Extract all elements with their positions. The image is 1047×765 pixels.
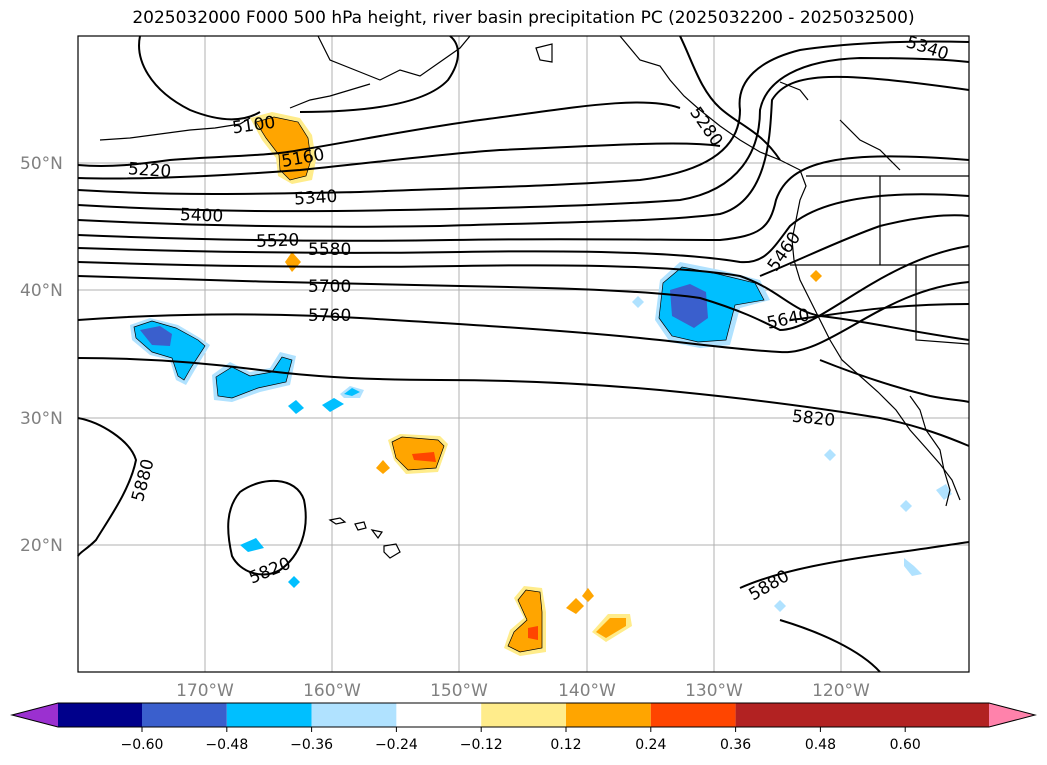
lon-label: 140°W [558,681,616,701]
colorbar-segment [396,703,482,727]
lon-axis-labels: 170°W 160°W 150°W 140°W 130°W 120°W [176,681,870,701]
contour-5280 [679,35,781,161]
colorbar-segment [735,703,989,727]
contour-5820 [77,357,970,447]
colorbar: −0.60 −0.48 −0.36 −0.24 −0.12 0.12 0.24 0.36 0.4… [10,702,1037,753]
contour-5220 [77,142,721,180]
precip-area-south-pacific [582,588,594,602]
lat-label: 50°N [20,154,63,174]
precip-area-central-pacific [216,357,292,398]
map-frame [77,35,970,673]
colorbar-tick-label: 0.12 [550,737,581,753]
lon-label: 160°W [303,681,361,701]
colorbar-tick-label: −0.24 [375,737,418,753]
contour-label: 5520 [256,230,300,251]
contour-label: 5580 [308,240,351,260]
height-contours [77,35,970,673]
lat-label: 20°N [20,536,63,556]
precip-area-central-pacific [140,326,172,346]
contour-5760 [77,281,970,354]
contour-5100 [299,35,459,113]
precip-area-hawaii [376,460,390,474]
contour-5460 [77,75,970,228]
colorbar-segment [58,703,142,727]
precip-area-small-negative [288,576,300,588]
contour-label: 5820 [791,407,836,431]
colorbar-tick-label: −0.48 [205,737,248,753]
lon-label: 150°W [430,681,488,701]
colorbar-segment [481,703,566,727]
contour-5820 [227,479,307,576]
colorbar-extend-low [12,703,58,727]
lon-label: 170°W [176,681,234,701]
colorbar-tick-label: −0.36 [290,737,333,753]
colorbar-segment [226,703,312,727]
contour-5880 [779,619,881,673]
colorbar-outline [10,702,1037,728]
colorbar-segment [142,703,227,727]
lat-axis-labels: 50°N 40°N 30°N 20°N [20,154,63,556]
precip-area-south-pacific [566,598,584,614]
colorbar-tick-label: 0.36 [720,737,751,753]
precip-area-small-negative [774,600,786,612]
colorbar-segment [311,703,397,727]
contour-5340 [77,40,970,195]
precip-area-hawaii [412,452,436,462]
contour-5760 [789,303,970,321]
colorbar-extend-high [989,703,1035,727]
contour-label: 5400 [180,205,224,226]
colorbar-tick-label: 0.48 [805,737,836,753]
contour-label: 5220 [127,159,172,182]
precip-area-central-pacific [344,388,360,396]
colorbar-tick-label: −0.60 [121,737,164,753]
precip-area-small-negative [900,500,912,512]
contour-5100 [138,35,261,121]
precip-area-central-pacific [322,398,344,412]
contour-5160 [77,101,681,168]
colorbar-segment [650,703,736,727]
precip-shading [130,112,952,656]
contour-5580 [77,193,970,264]
contour-5880 [739,541,970,589]
contour-label: 5760 [308,306,351,326]
contour-5640 [759,214,970,277]
precip-area-south-pacific [596,618,626,638]
precip-area-small-negative [240,538,264,552]
contour-5880 [77,417,138,557]
precip-area-south-pacific [528,626,538,640]
contour-label: 5700 [308,277,351,297]
lat-label: 40°N [20,281,63,301]
precip-area-small-negative [632,296,644,308]
map-title: 2025032000 F000 500 hPa height, river ba… [132,8,915,28]
map-background [78,36,969,672]
contour-5700 [77,245,970,332]
colorbar-segment [566,703,651,727]
contour-5400 [77,56,970,213]
precip-area-central-pacific [288,400,304,414]
contour-label: 5340 [293,187,338,210]
precip-area-small-positive [810,270,822,282]
lat-label: 30°N [20,409,63,429]
graticule [78,36,969,672]
precip-area-small-negative [824,449,836,461]
colorbar-tick-label: −0.12 [460,737,503,753]
lon-label: 130°W [685,681,743,701]
colorbar-tick-label: 0.24 [635,737,666,753]
contour-5640 [77,261,970,341]
coastlines [99,35,970,559]
lon-label: 120°W [812,681,870,701]
contour-5820 [819,359,970,403]
contour-5520 [77,155,970,242]
precip-area-small-negative [904,558,922,576]
colorbar-tick-label: 0.60 [890,737,921,753]
precip-area-gulf-of-alaska [256,117,311,180]
